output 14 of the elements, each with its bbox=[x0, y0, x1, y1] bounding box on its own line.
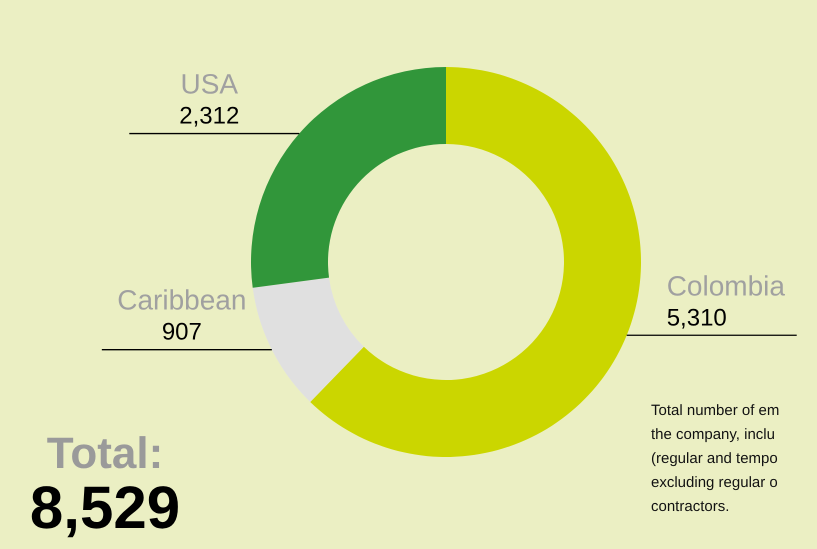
data-label: 2,312 bbox=[179, 102, 240, 130]
text: (regular and tempo bbox=[651, 450, 778, 467]
data-label: 907 bbox=[162, 318, 202, 346]
text: excluding regular o bbox=[651, 474, 778, 491]
data-label: 5,310 bbox=[666, 304, 727, 332]
slice-label: Caribbean bbox=[117, 284, 246, 316]
text: Total number of em bbox=[651, 402, 780, 419]
text: the company, inclu bbox=[651, 426, 775, 443]
slice-label: USA bbox=[180, 68, 238, 100]
donut-slice bbox=[252, 278, 364, 402]
text: contractors. bbox=[651, 498, 730, 515]
donut-slice bbox=[310, 67, 641, 457]
slice-label: Colombia bbox=[666, 270, 786, 302]
donut-slice bbox=[251, 67, 446, 288]
